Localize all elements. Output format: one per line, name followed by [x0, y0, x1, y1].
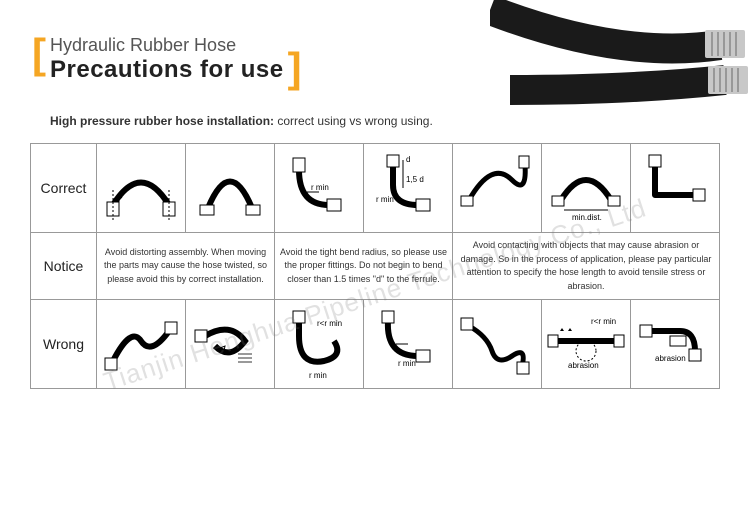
rmin-label: r min	[311, 183, 329, 192]
svg-text:abrasion: abrasion	[655, 354, 686, 363]
svg-text:r min: r min	[398, 359, 416, 368]
svg-text:r min: r min	[376, 195, 394, 204]
table-row: Wrong r<r min r min	[31, 300, 720, 389]
wrong-diagram-7: abrasion	[631, 300, 720, 389]
row-label-wrong: Wrong	[31, 300, 97, 389]
notice-3: Avoid contacting with objects that may c…	[453, 233, 720, 300]
table-row: Correct r min	[31, 144, 720, 233]
d-label: d	[406, 155, 410, 164]
title-block: [ Hydraulic Rubber Hose Precautions for …	[50, 35, 284, 84]
wrong-diagram-1	[97, 300, 186, 389]
precautions-table: Correct r min	[30, 143, 720, 389]
table-row: Notice Avoid distorting assembly. When m…	[31, 233, 720, 300]
notice-2: Avoid the tight bend radius, so please u…	[275, 233, 453, 300]
title-line2: Precautions for use	[50, 56, 284, 84]
abrasion-label: abrasion	[568, 361, 599, 370]
subheading-bold: High pressure rubber hose installation:	[50, 114, 274, 128]
correct-diagram-4: d 1,5 d r min	[364, 144, 453, 233]
correct-diagram-1	[97, 144, 186, 233]
correct-diagram-2	[186, 144, 275, 233]
notice-1: Avoid distorting assembly. When moving t…	[97, 233, 275, 300]
wrong-diagram-6: r<r min abrasion	[542, 300, 631, 389]
wrong-diagram-5	[453, 300, 542, 389]
row-label-notice: Notice	[31, 233, 97, 300]
bracket-right-icon: ]	[288, 44, 302, 92]
correct-diagram-7	[631, 144, 720, 233]
correct-diagram-6: min.dist.	[542, 144, 631, 233]
svg-text:r min: r min	[309, 371, 327, 380]
r-lt-rmin-label: r<r min	[317, 319, 342, 328]
bracket-left-icon: [	[32, 30, 46, 78]
wrong-diagram-3: r<r min r min	[275, 300, 364, 389]
subheading-rest: correct using vs wrong using.	[274, 114, 433, 128]
correct-diagram-5	[453, 144, 542, 233]
correct-diagram-3: r min	[275, 144, 364, 233]
row-label-correct: Correct	[31, 144, 97, 233]
hose-product-image	[490, 0, 750, 120]
header-area: [ Hydraulic Rubber Hose Precautions for …	[0, 0, 750, 104]
wrong-diagram-4: r min	[364, 300, 453, 389]
onep5d-label: 1,5 d	[406, 175, 424, 184]
wrong-diagram-2	[186, 300, 275, 389]
title-line1: Hydraulic Rubber Hose	[50, 35, 284, 56]
svg-text:r<r min: r<r min	[591, 317, 616, 326]
mindist-label: min.dist.	[572, 213, 602, 222]
